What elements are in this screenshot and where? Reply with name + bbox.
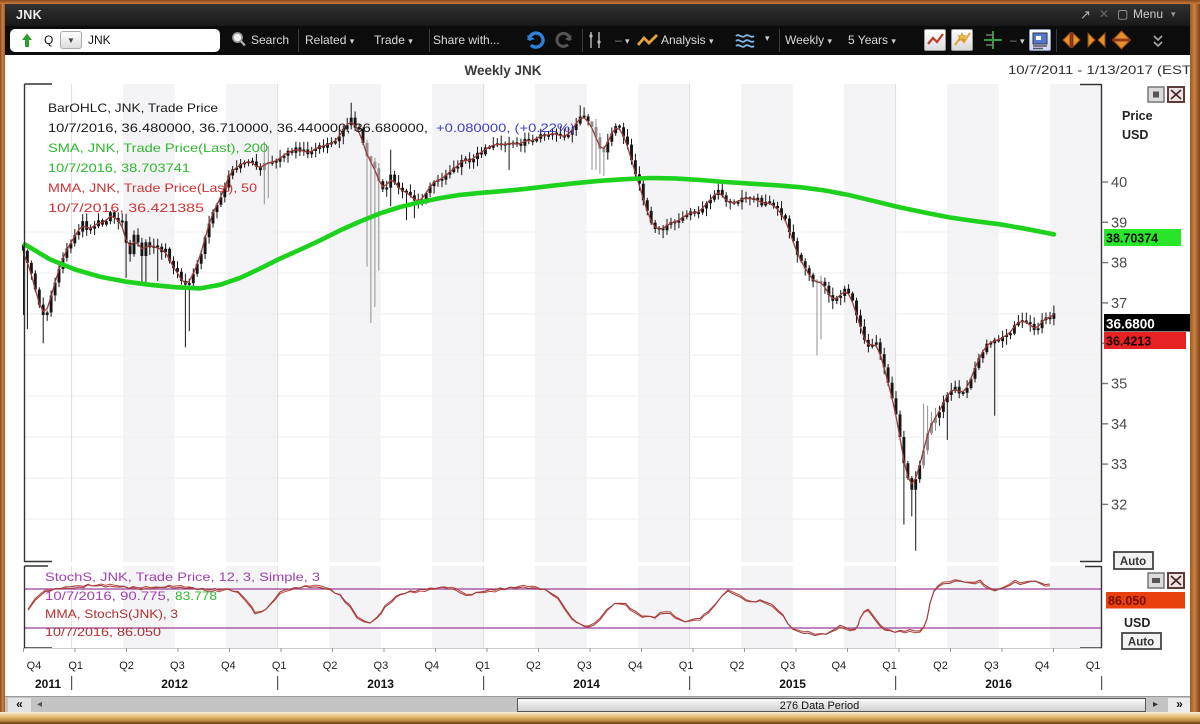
svg-text:Q1: Q1 [475, 660, 490, 672]
svg-text:Q3: Q3 [781, 660, 796, 672]
svg-text:Q2: Q2 [933, 660, 948, 672]
svg-text:38.70374: 38.70374 [1106, 232, 1158, 246]
svg-text:10/7/2016, 90.775,: 10/7/2016, 90.775, [45, 589, 170, 603]
svg-text:USD: USD [1122, 128, 1148, 142]
svg-text:BarOHLC, JNK, Trade Price: BarOHLC, JNK, Trade Price [48, 101, 218, 115]
svg-text:10/7/2011 - 1/13/2017 (EST): 10/7/2011 - 1/13/2017 (EST) [1008, 63, 1196, 77]
svg-text:39: 39 [1111, 215, 1127, 231]
svg-text:Q2: Q2 [730, 660, 745, 672]
svg-text:86.050: 86.050 [1108, 594, 1146, 608]
svg-text:35: 35 [1111, 377, 1127, 393]
svg-text:Q2: Q2 [526, 660, 541, 672]
svg-text:Weekly JNK: Weekly JNK [464, 63, 541, 78]
svg-text:83.778: 83.778 [175, 589, 217, 603]
svg-text:Q4: Q4 [1035, 660, 1050, 672]
svg-text:Q3: Q3 [170, 660, 185, 672]
svg-text:Q2: Q2 [323, 660, 338, 672]
svg-text:Q1: Q1 [882, 660, 897, 672]
svg-text:Q3: Q3 [984, 660, 999, 672]
svg-text:10/7/2016, 38.703741: 10/7/2016, 38.703741 [48, 161, 190, 175]
svg-text:Q1: Q1 [272, 660, 287, 672]
svg-text:40: 40 [1111, 175, 1127, 191]
svg-text:USD: USD [1124, 616, 1150, 630]
svg-text:2013: 2013 [367, 677, 394, 691]
svg-text:Q1: Q1 [1086, 660, 1101, 672]
svg-text:37: 37 [1111, 296, 1127, 312]
svg-text:Q4: Q4 [27, 660, 42, 672]
svg-text:Auto: Auto [1120, 556, 1146, 568]
svg-text:36.6800: 36.6800 [1106, 317, 1155, 332]
svg-text:Q4: Q4 [221, 660, 236, 672]
svg-text:10/7/2016, 36.421385: 10/7/2016, 36.421385 [48, 201, 204, 215]
svg-text:2014: 2014 [573, 677, 600, 691]
svg-text:34: 34 [1111, 417, 1127, 433]
svg-text:2011: 2011 [35, 677, 61, 691]
svg-text:36.4213: 36.4213 [1106, 335, 1151, 349]
svg-text:Q2: Q2 [119, 660, 134, 672]
svg-text:Q3: Q3 [374, 660, 389, 672]
svg-text:+0.080000, (+0.22%): +0.080000, (+0.22%) [436, 121, 575, 135]
svg-text:2015: 2015 [779, 677, 806, 691]
svg-text:MMA, JNK, Trade Price(Last),: MMA, JNK, Trade Price(Last), 50 [48, 181, 257, 195]
svg-text:2012: 2012 [161, 677, 188, 691]
svg-text:StochS, JNK, Trade Price, 12,: StochS, JNK, Trade Price, 12, 3, Simple,… [45, 570, 320, 584]
svg-text:Auto: Auto [1128, 637, 1154, 649]
svg-text:Q3: Q3 [577, 660, 592, 672]
svg-text:Q1: Q1 [68, 660, 83, 672]
svg-text:SMA, JNK, Trade Price(Last),: SMA, JNK, Trade Price(Last), 200 [48, 141, 268, 155]
svg-text:MMA, StochS(JNK), 3: MMA, StochS(JNK), 3 [45, 607, 178, 621]
svg-text:33: 33 [1111, 457, 1127, 473]
svg-text:Q4: Q4 [628, 660, 643, 672]
svg-text:Q4: Q4 [424, 660, 439, 672]
svg-text:10/7/2016, 36.480000, 36.71000: 10/7/2016, 36.480000, 36.710000, 36.4400… [48, 121, 428, 135]
svg-text:32: 32 [1111, 497, 1127, 513]
svg-text:Q1: Q1 [679, 660, 694, 672]
svg-text:Q4: Q4 [831, 660, 846, 672]
svg-text:2016: 2016 [985, 677, 1012, 691]
svg-text:10/7/2016, 86.050: 10/7/2016, 86.050 [45, 625, 161, 639]
svg-text:Price: Price [1122, 109, 1153, 123]
svg-text:38: 38 [1111, 256, 1127, 272]
